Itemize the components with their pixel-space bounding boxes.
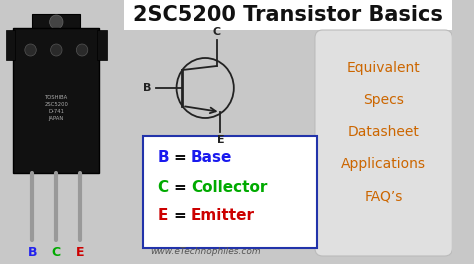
Text: B: B: [27, 246, 37, 258]
Text: Base: Base: [191, 150, 232, 166]
FancyBboxPatch shape: [143, 136, 317, 248]
Text: E: E: [157, 209, 168, 224]
Circle shape: [50, 15, 63, 29]
FancyBboxPatch shape: [13, 28, 99, 173]
Text: B: B: [143, 83, 152, 93]
Text: Applications: Applications: [341, 157, 426, 171]
Text: =: =: [173, 209, 186, 224]
Text: FAQ’s: FAQ’s: [365, 189, 403, 203]
Text: B: B: [157, 150, 169, 166]
FancyBboxPatch shape: [32, 14, 80, 32]
Circle shape: [76, 44, 88, 56]
Text: C: C: [212, 27, 221, 37]
Circle shape: [51, 44, 62, 56]
Text: C: C: [157, 180, 169, 195]
Text: Emitter: Emitter: [191, 209, 255, 224]
Circle shape: [25, 44, 36, 56]
Text: E: E: [76, 246, 84, 258]
Text: =: =: [173, 180, 186, 195]
Text: C: C: [52, 246, 61, 258]
FancyBboxPatch shape: [315, 30, 452, 256]
Text: Collector: Collector: [191, 180, 267, 195]
Text: Datasheet: Datasheet: [348, 125, 419, 139]
FancyBboxPatch shape: [124, 0, 452, 30]
Text: 2SC5200 Transistor Basics: 2SC5200 Transistor Basics: [133, 5, 443, 25]
Text: TOSHIBA
2SC5200
D-741
JAPAN: TOSHIBA 2SC5200 D-741 JAPAN: [45, 95, 68, 121]
Text: Equivalent: Equivalent: [347, 61, 420, 75]
Text: www.eTechnophiles.com: www.eTechnophiles.com: [150, 248, 261, 257]
Text: E: E: [217, 135, 224, 145]
FancyBboxPatch shape: [6, 30, 15, 60]
FancyBboxPatch shape: [97, 30, 107, 60]
Text: =: =: [173, 150, 186, 166]
Text: Specs: Specs: [363, 93, 404, 107]
